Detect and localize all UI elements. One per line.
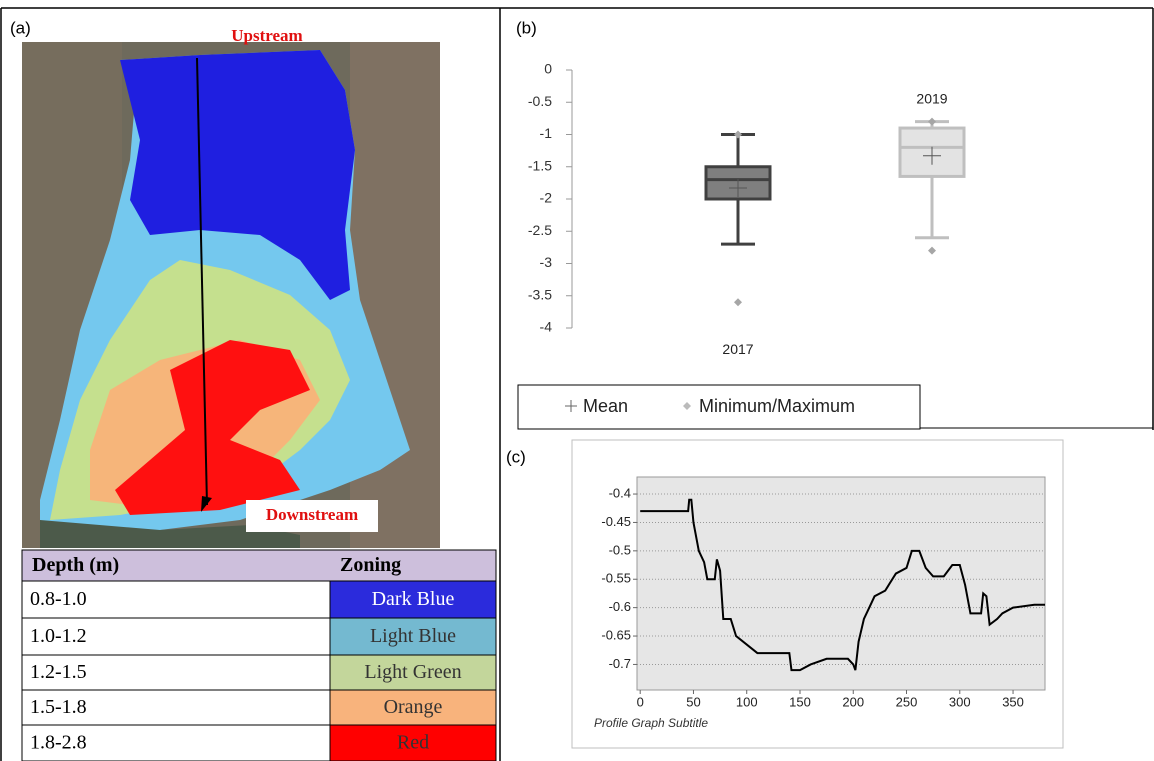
- y-tick-label: -1.5: [528, 157, 552, 173]
- x-tick-label: 50: [686, 694, 700, 709]
- table: Depth (m) Zoning 0.8-1.0 Dark Blue 1.0-1.2 Li…: [22, 550, 496, 761]
- depth-cell: 1.0-1.2: [30, 625, 87, 647]
- y-tick-label: -3: [540, 254, 553, 270]
- x-tick-label: 350: [1002, 694, 1024, 709]
- extreme-marker: [734, 131, 742, 139]
- panel-label: (a): [10, 18, 31, 37]
- y-tick-label: -2.5: [528, 222, 552, 238]
- chart-subtitle: Profile Graph Subtitle: [594, 716, 708, 730]
- zone-cell-text: Light Green: [364, 661, 461, 683]
- category-label: 2019: [916, 90, 947, 106]
- depth-cell: 1.2-1.5: [30, 661, 87, 683]
- depth-cell: 0.8-1.0: [30, 588, 87, 610]
- y-tick-label: -0.5: [528, 93, 552, 109]
- zone-cell-text: Light Blue: [370, 625, 456, 647]
- header-cell: Zoning: [340, 554, 401, 576]
- legend-label: Mean: [583, 396, 628, 416]
- y-tick-label: -0.6: [609, 599, 631, 614]
- x-tick-label: 0: [637, 694, 644, 709]
- depth-cell: 1.8-2.8: [30, 732, 87, 754]
- y-tick-label: -0.45: [601, 514, 631, 529]
- box-plot: 0 -0.5 -1 -1.5 -2 -2.5 -3 -3.5 -4 2017 2019 Mean Min…: [518, 61, 964, 429]
- panel-label: (c): [506, 447, 526, 466]
- extreme-marker: [928, 247, 936, 255]
- y-tick-label: -3.5: [528, 286, 552, 302]
- zone-cell-text: Dark Blue: [372, 588, 455, 610]
- zone-cell-text: Orange: [384, 696, 443, 718]
- y-tick-label: -0.5: [609, 542, 631, 557]
- y-tick-label: -0.65: [601, 627, 631, 642]
- extreme-marker: [928, 118, 936, 126]
- y-tick-label: -2: [540, 190, 553, 206]
- panel-label: (b): [516, 18, 537, 37]
- header-cell: Depth (m): [32, 554, 119, 576]
- depth-cell: 1.5-1.8: [30, 696, 87, 718]
- x-tick-label: 100: [736, 694, 758, 709]
- y-tick-label: -1: [540, 125, 553, 141]
- zone-cell-text: Red: [397, 732, 429, 754]
- figure: (a) (b) (c) Upstream Downstream Depth (m…: [0, 0, 1154, 761]
- y-tick-label: 0: [544, 61, 552, 77]
- x-tick-label: 150: [789, 694, 811, 709]
- y-tick-label: -4: [540, 319, 553, 335]
- legend-label: Minimum/Maximum: [699, 396, 855, 416]
- x-tick-label: 250: [896, 694, 918, 709]
- map-label: Upstream: [231, 26, 302, 45]
- x-tick-label: 200: [842, 694, 864, 709]
- x-tick-label: 300: [949, 694, 971, 709]
- y-tick-label: -0.55: [601, 571, 631, 586]
- y-tick-label: -0.4: [609, 485, 631, 500]
- extreme-marker: [734, 298, 742, 306]
- y-tick-label: -0.7: [609, 656, 631, 671]
- map: [22, 42, 440, 548]
- map-label: Downstream: [266, 505, 358, 524]
- category-label: 2017: [722, 341, 753, 357]
